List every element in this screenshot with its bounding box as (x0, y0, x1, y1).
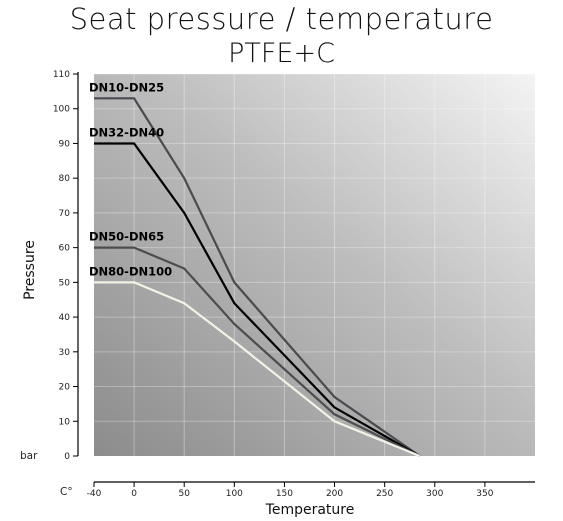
x-axis-title: Temperature (265, 502, 355, 518)
series-line-dn80-dn100 (94, 281, 421, 458)
series-label-dn10-dn25: DN10-DN25 (89, 80, 164, 94)
chart-title: Seat pressure / temperature (69, 2, 494, 36)
series-label-dn50-dn65: DN50-DN65 (89, 230, 164, 244)
y-tick-label: 30 (59, 348, 71, 358)
series-line-dn10-dn25 (94, 97, 421, 457)
y-tick-label: 70 (59, 209, 71, 219)
y-unit-label: bar (20, 450, 38, 462)
x-tick-label: 150 (276, 489, 293, 499)
x-tick-label: 250 (376, 489, 393, 499)
y-tick-label: 50 (59, 278, 71, 288)
x-tick-label: -40 (87, 489, 102, 499)
x-tick-label: 50 (178, 489, 190, 499)
series-label-dn32-dn40: DN32-DN40 (89, 125, 164, 139)
y-tick-label: 20 (59, 383, 71, 393)
x-tick-label: 0 (131, 489, 137, 499)
y-tick-label: 0 (64, 452, 70, 462)
y-tick-label: 90 (59, 139, 71, 149)
y-tick-label: 10 (59, 417, 71, 427)
series-line-dn50-dn65 (94, 246, 421, 457)
y-tick-label: 80 (59, 174, 71, 184)
y-tick-label: 100 (53, 105, 70, 115)
chart-subtitle: PTFE+C (228, 38, 335, 69)
x-tick-label: 350 (476, 489, 493, 499)
y-tick-label: 110 (53, 70, 70, 80)
series-label-dn80-dn100: DN80-DN100 (89, 264, 172, 278)
y-axis-title: Pressure (22, 240, 38, 300)
x-tick-label: 200 (326, 489, 343, 499)
y-tick-label: 40 (59, 313, 71, 323)
y-tick-label: 60 (59, 244, 71, 254)
series-line-dn32-dn40 (94, 142, 421, 457)
plot-background (94, 74, 535, 456)
x-unit-label: C° (60, 486, 73, 498)
x-tick-label: 300 (426, 489, 443, 499)
x-tick-label: 100 (226, 489, 243, 499)
